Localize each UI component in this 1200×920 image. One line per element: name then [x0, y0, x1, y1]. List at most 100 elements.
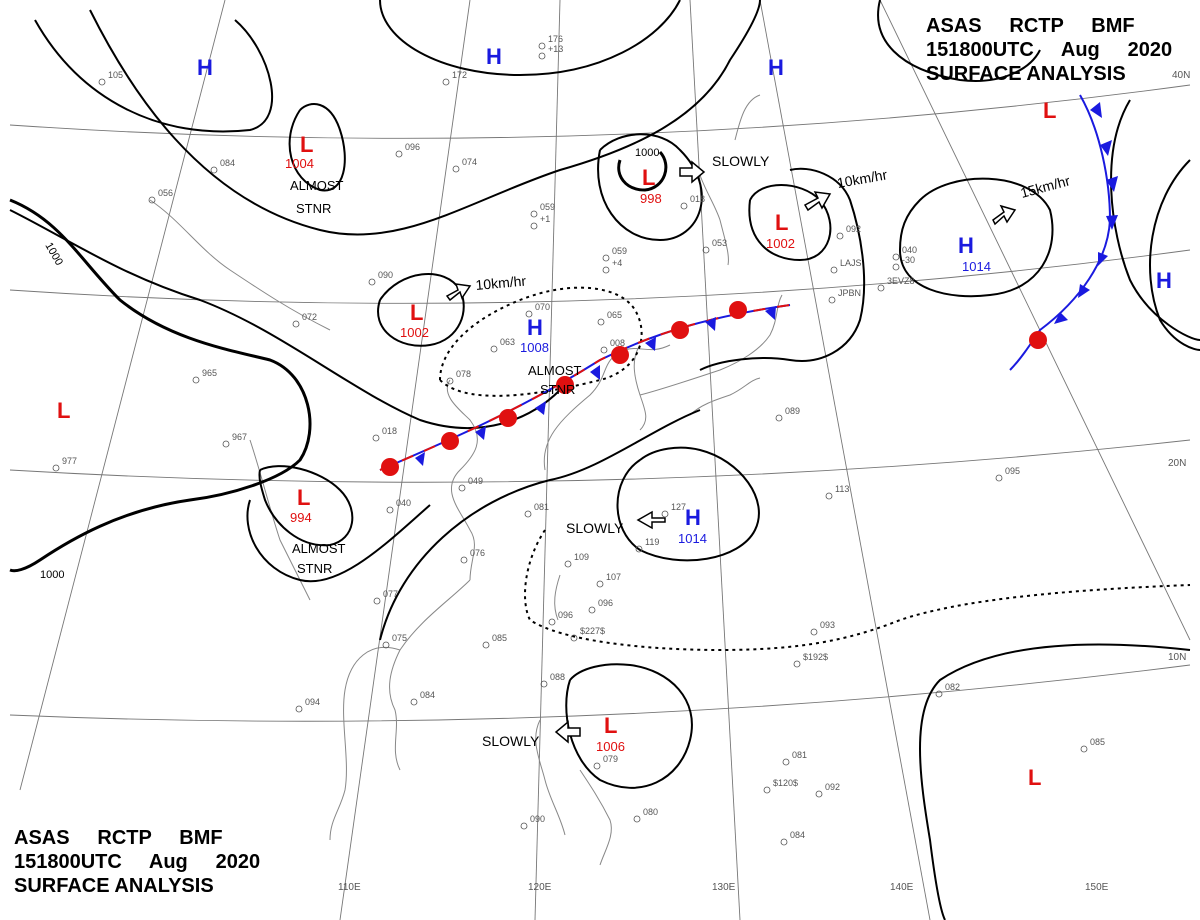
high-marker: H — [527, 315, 543, 340]
station-circle — [540, 680, 548, 688]
station-circle — [810, 628, 818, 636]
remark-line: STNR — [296, 201, 331, 216]
station-value: 096 — [558, 610, 573, 620]
lat-label: 20N — [1168, 458, 1186, 469]
lon-label: 110E — [338, 882, 361, 893]
station-circle — [295, 705, 303, 713]
station-value: LAJS — [840, 258, 862, 268]
station-value: 090 — [530, 814, 545, 824]
station-circle — [633, 815, 641, 823]
station-value: 967 — [232, 432, 247, 442]
header-station: RCTP — [1009, 15, 1064, 37]
station-circle — [1080, 745, 1088, 753]
high-marker: H — [768, 55, 784, 80]
low-value: 1004 — [285, 156, 314, 171]
low-marker: L — [297, 485, 310, 510]
graticule-labels: 40N 20N 10N 110E 120E 130E 140E 150E — [338, 70, 1190, 893]
station-value: 070 — [535, 302, 550, 312]
station-value: 074 — [462, 157, 477, 167]
motion-label: 10km/hr — [475, 273, 527, 293]
low-value: 994 — [290, 510, 312, 525]
station-value: $227$ — [580, 626, 605, 636]
isobar-label: 1000 — [635, 147, 659, 159]
station-value: JPBN — [838, 288, 861, 298]
high-marker: H — [486, 44, 502, 69]
lat-label: 40N — [1172, 70, 1190, 81]
low-marker: L — [642, 165, 655, 190]
station-value: 109 — [574, 552, 589, 562]
station-value: 059 — [540, 202, 555, 212]
remark-line: STNR — [297, 561, 332, 576]
lon-label: 120E — [528, 882, 552, 893]
motion-arrows — [445, 160, 1017, 744]
station-value: 008 — [610, 338, 625, 348]
station-value: 079 — [603, 754, 618, 764]
station-circle — [836, 232, 844, 240]
motion-label: SLOWLY — [712, 153, 770, 169]
station-circle — [52, 464, 60, 472]
station-value: 090 — [378, 270, 393, 280]
station-value: 3EVZ8 — [887, 276, 915, 286]
station-value: 096 — [405, 142, 420, 152]
header-time: 151800UTC — [14, 851, 122, 873]
station-value: +1 — [540, 214, 550, 224]
station-circle — [593, 762, 601, 770]
header-product: ASAS — [14, 827, 70, 849]
remark-line: ALMOST — [528, 363, 582, 378]
header-top-right: ASAS RCTP BMF 151800UTC Aug 2020 SURFACE… — [926, 14, 1172, 86]
station-value: 088 — [550, 672, 565, 682]
isobars — [9, 0, 1200, 920]
station-value: 049 — [468, 476, 483, 486]
station-value: 965 — [202, 368, 217, 378]
station-circle — [395, 150, 403, 158]
station-circle — [602, 254, 610, 262]
station-plots: 176+13172096074059+1059+4018053092040-30… — [52, 34, 1105, 846]
station-value: 018 — [690, 194, 705, 204]
station-circle — [446, 377, 454, 385]
station-circle — [222, 440, 230, 448]
cold-front — [1009, 94, 1118, 371]
station-circle — [830, 266, 838, 274]
station-value: 080 — [643, 807, 658, 817]
station-value: 081 — [534, 502, 549, 512]
lon-label: 140E — [890, 882, 914, 893]
high-value: 1014 — [678, 531, 707, 546]
station-circle — [775, 414, 783, 422]
remark-line: ALMOST — [290, 178, 344, 193]
lon-label: 130E — [712, 882, 736, 893]
station-circle — [602, 266, 610, 274]
low-marker: L — [57, 398, 70, 423]
high-marker: H — [685, 505, 701, 530]
station-circle — [828, 296, 836, 304]
station-circle — [702, 246, 710, 254]
station-circle — [680, 202, 688, 210]
station-value: 084 — [790, 830, 805, 840]
station-circle — [386, 506, 394, 514]
station-value: 092 — [846, 224, 861, 234]
station-value: 059 — [612, 246, 627, 256]
station-circle — [482, 641, 490, 649]
pressure-centers: H H H L 1004 L 998 L 1002 H 1014 L L 100… — [57, 44, 1172, 790]
high-value: 1008 — [520, 340, 549, 355]
station-circle — [570, 634, 578, 642]
header-title: SURFACE ANALYSIS — [14, 875, 214, 897]
station-circle — [564, 560, 572, 568]
station-value: 078 — [456, 369, 471, 379]
station-circle — [410, 698, 418, 706]
station-circle — [596, 580, 604, 588]
station-value: 176 — [548, 34, 563, 44]
lat-label: 10N — [1168, 652, 1186, 663]
station-circle — [372, 434, 380, 442]
station-value: $120$ — [773, 778, 798, 788]
low-value: 1002 — [766, 236, 795, 251]
station-circle — [877, 284, 885, 292]
station-circle — [525, 310, 533, 318]
station-value: 056 — [158, 188, 173, 198]
station-value: 095 — [1005, 466, 1020, 476]
station-value: 089 — [785, 406, 800, 416]
high-value: 1014 — [962, 259, 991, 274]
stationary-front — [379, 301, 791, 476]
header-product: ASAS — [926, 15, 982, 37]
station-value: 105 — [108, 70, 123, 80]
station-value: 084 — [420, 690, 435, 700]
